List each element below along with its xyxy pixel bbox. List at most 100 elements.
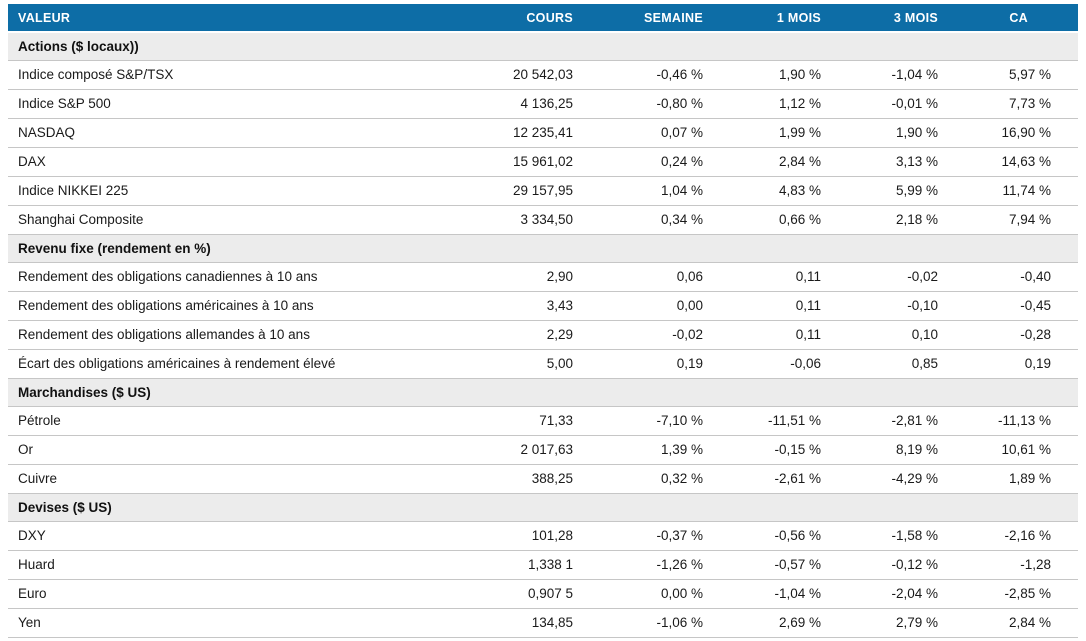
ca-cell: 7,94 %	[948, 205, 1078, 235]
value-label: Indice NIKKEI 225	[8, 176, 435, 206]
section-header-row: Marchandises ($ US)	[8, 378, 1078, 407]
1mois-cell: 4,83 %	[713, 176, 831, 206]
semaine-cell: 0,00	[583, 291, 713, 321]
table-row: NASDAQ 12 235,41 0,07 % 1,99 % 1,90 % 16,90 %	[8, 118, 1078, 148]
3mois-cell: 0,85	[831, 349, 948, 379]
1mois-cell: 2,84 %	[713, 147, 831, 177]
value-label: Shanghai Composite	[8, 205, 435, 235]
1mois-cell: -0,57 %	[713, 550, 831, 580]
1mois-cell: 1,99 %	[713, 118, 831, 148]
1mois-cell: 0,11	[713, 291, 831, 321]
table-header-row: VALEUR COURS SEMAINE 1 MOIS 3 MOIS CA	[8, 4, 1078, 33]
column-header-valeur: VALEUR	[8, 4, 435, 33]
cours-cell: 3,43	[435, 291, 583, 321]
section-header-row: Actions ($ locaux))	[8, 32, 1078, 61]
3mois-cell: 0,10	[831, 320, 948, 350]
1mois-cell: -0,56 %	[713, 521, 831, 551]
semaine-cell: -1,26 %	[583, 550, 713, 580]
3mois-cell: -2,81 %	[831, 406, 948, 436]
ca-cell: -0,40	[948, 262, 1078, 292]
ca-cell: 11,74 %	[948, 176, 1078, 206]
cours-cell: 71,33	[435, 406, 583, 436]
ca-cell: 0,19	[948, 349, 1078, 379]
column-header-3mois: 3 MOIS	[831, 4, 948, 33]
cours-cell: 3 334,50	[435, 205, 583, 235]
ca-cell: 10,61 %	[948, 435, 1078, 465]
semaine-cell: -0,46 %	[583, 60, 713, 90]
1mois-cell: 1,12 %	[713, 89, 831, 119]
cours-cell: 4 136,25	[435, 89, 583, 119]
table-row: Shanghai Composite 3 334,50 0,34 % 0,66 % 2,…	[8, 205, 1078, 235]
1mois-cell: 0,66 %	[713, 205, 831, 235]
3mois-cell: 1,90 %	[831, 118, 948, 148]
table-row: Rendement des obligations allemandes à 1…	[8, 320, 1078, 350]
semaine-cell: -0,80 %	[583, 89, 713, 119]
ca-cell: -0,28	[948, 320, 1078, 350]
ca-cell: 2,84 %	[948, 608, 1078, 638]
value-label: NASDAQ	[8, 118, 435, 148]
ca-cell: -2,85 %	[948, 579, 1078, 609]
table-row: Indice S&P 500 4 136,25 -0,80 % 1,12 % -0,01…	[8, 89, 1078, 119]
ca-cell: -0,45	[948, 291, 1078, 321]
3mois-cell: -0,01 %	[831, 89, 948, 119]
section-title: Actions ($ locaux))	[8, 32, 1078, 61]
cours-cell: 2,29	[435, 320, 583, 350]
semaine-cell: 0,07 %	[583, 118, 713, 148]
section-header-row: Devises ($ US)	[8, 493, 1078, 522]
1mois-cell: -0,06	[713, 349, 831, 379]
cours-cell: 1,338 1	[435, 550, 583, 580]
column-header-cours: COURS	[435, 4, 583, 33]
table-row: Or 2 017,63 1,39 % -0,15 % 8,19 % 10,61 %	[8, 435, 1078, 465]
cours-cell: 0,907 5	[435, 579, 583, 609]
3mois-cell: -0,12 %	[831, 550, 948, 580]
value-label: Cuivre	[8, 464, 435, 494]
semaine-cell: 0,06	[583, 262, 713, 292]
column-header-ca: CA	[948, 4, 1078, 33]
semaine-cell: -7,10 %	[583, 406, 713, 436]
cours-cell: 134,85	[435, 608, 583, 638]
ca-cell: 1,89 %	[948, 464, 1078, 494]
ca-cell: -11,13 %	[948, 406, 1078, 436]
3mois-cell: -1,58 %	[831, 521, 948, 551]
ca-cell: -2,16 %	[948, 521, 1078, 551]
ca-cell: -1,28	[948, 550, 1078, 580]
3mois-cell: 3,13 %	[831, 147, 948, 177]
semaine-cell: 1,39 %	[583, 435, 713, 465]
3mois-cell: -4,29 %	[831, 464, 948, 494]
market-summary-table: VALEUR COURS SEMAINE 1 MOIS 3 MOIS CA Ac…	[8, 4, 1078, 638]
cours-cell: 388,25	[435, 464, 583, 494]
section-title: Devises ($ US)	[8, 493, 1078, 522]
value-label: Euro	[8, 579, 435, 609]
1mois-cell: -2,61 %	[713, 464, 831, 494]
3mois-cell: 5,99 %	[831, 176, 948, 206]
table-row: Huard 1,338 1 -1,26 % -0,57 % -0,12 % -1,28	[8, 550, 1078, 580]
table-row: Indice composé S&P/TSX 20 542,03 -0,46 % 1,…	[8, 60, 1078, 90]
table-header: VALEUR COURS SEMAINE 1 MOIS 3 MOIS CA	[8, 4, 1078, 33]
value-label: Écart des obligations américaines à rend…	[8, 349, 435, 379]
semaine-cell: -0,02	[583, 320, 713, 350]
table-row: Euro 0,907 5 0,00 % -1,04 % -2,04 % -2,85 %	[8, 579, 1078, 609]
value-label: Or	[8, 435, 435, 465]
table-row: Pétrole 71,33 -7,10 % -11,51 % -2,81 % -11,13…	[8, 406, 1078, 436]
section-title: Marchandises ($ US)	[8, 378, 1078, 407]
value-label: Rendement des obligations américaines à …	[8, 291, 435, 321]
semaine-cell: -1,06 %	[583, 608, 713, 638]
value-label: Indice S&P 500	[8, 89, 435, 119]
ca-cell: 16,90 %	[948, 118, 1078, 148]
semaine-cell: 0,24 %	[583, 147, 713, 177]
ca-cell: 7,73 %	[948, 89, 1078, 119]
table-row: Écart des obligations américaines à rend…	[8, 349, 1078, 379]
value-label: DAX	[8, 147, 435, 177]
value-label: Huard	[8, 550, 435, 580]
section-header-row: Revenu fixe (rendement en %)	[8, 234, 1078, 263]
semaine-cell: 0,34 %	[583, 205, 713, 235]
table-row: DXY 101,28 -0,37 % -0,56 % -1,58 % -2,16 %	[8, 521, 1078, 551]
value-label: Rendement des obligations canadiennes à …	[8, 262, 435, 292]
value-label: Pétrole	[8, 406, 435, 436]
1mois-cell: 2,69 %	[713, 608, 831, 638]
value-label: Indice composé S&P/TSX	[8, 60, 435, 90]
table-row: Cuivre 388,25 0,32 % -2,61 % -4,29 % 1,89 %	[8, 464, 1078, 494]
table-row: Rendement des obligations américaines à …	[8, 291, 1078, 321]
cours-cell: 29 157,95	[435, 176, 583, 206]
table-row: Indice NIKKEI 225 29 157,95 1,04 % 4,83 % 5,…	[8, 176, 1078, 206]
